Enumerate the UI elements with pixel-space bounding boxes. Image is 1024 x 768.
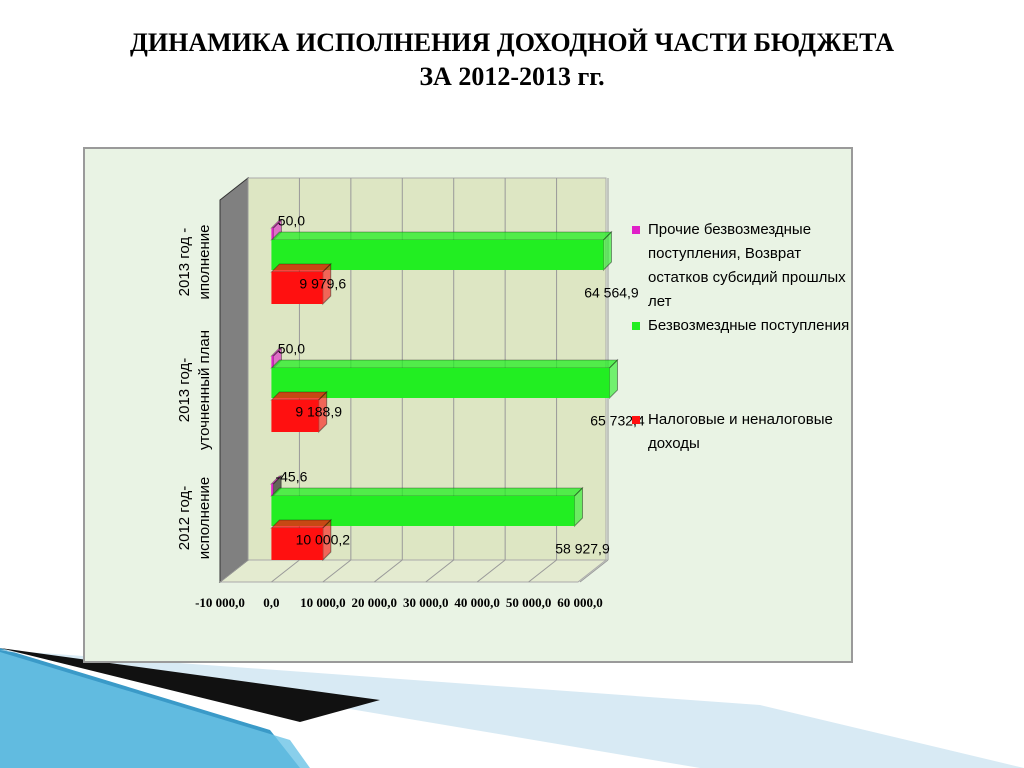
bar-front xyxy=(271,228,274,240)
data-label: 65 732,4 xyxy=(590,413,645,429)
x-tick-label: 20 000,0 xyxy=(351,595,398,610)
data-label: 50,0 xyxy=(278,213,305,229)
data-label: 64 564,9 xyxy=(584,285,639,301)
legend-label: Налоговые и неналоговые доходы xyxy=(648,411,833,452)
bar xyxy=(270,358,619,400)
bar-top xyxy=(270,359,619,369)
category-label: 2013 год-уточненный план xyxy=(176,329,213,451)
data-label: -45,6 xyxy=(275,469,307,485)
bar-side xyxy=(322,518,332,562)
decor xyxy=(0,652,310,768)
data-label: 58 927,9 xyxy=(555,541,610,557)
chart-title: ДИНАМИКА ИСПОЛНЕНИЯ ДОХОДНОЙ ЧАСТИ БЮДЖЕ… xyxy=(129,28,895,57)
x-tick-label: 60 000,0 xyxy=(557,595,603,610)
legend-swatch xyxy=(632,226,640,234)
bar xyxy=(270,518,333,562)
legend-label: Прочие безвозмездные поступления, Возвра… xyxy=(648,221,846,310)
floor-line xyxy=(528,559,557,583)
floor-line xyxy=(373,559,403,583)
legend-entry: Прочие безвозмездные поступления, Возвра… xyxy=(632,218,863,314)
legend-entry: Налоговые и неналоговые доходы xyxy=(632,408,863,456)
floor-line xyxy=(219,559,249,583)
floor-line xyxy=(425,559,455,583)
x-tick-label: 10 000,0 xyxy=(300,595,346,610)
legend-label: Безвозмездные поступления xyxy=(648,317,850,334)
decor xyxy=(0,648,380,722)
bar xyxy=(270,262,332,306)
floor-line xyxy=(476,559,506,583)
x-tick-label: -10 000,0 xyxy=(195,595,245,610)
bar xyxy=(270,218,283,242)
category-label: 2013 год - иполнение xyxy=(176,224,213,300)
floor-line xyxy=(322,559,352,583)
chart-subtitle: ЗА 2012-2013 гг. xyxy=(419,62,605,91)
bar-front xyxy=(271,528,323,560)
data-label: 9 188,9 xyxy=(295,404,342,420)
bar-front xyxy=(271,484,274,496)
data-label: 10 000,2 xyxy=(296,532,351,548)
legend-swatch xyxy=(632,322,640,330)
floor-line xyxy=(579,559,609,583)
bar-top xyxy=(270,391,328,401)
bar-top xyxy=(270,487,584,497)
category-label: 2012 год-исполнение xyxy=(176,476,213,560)
data-label: 50,0 xyxy=(278,341,305,357)
x-tick-label: 50 000,0 xyxy=(505,595,552,610)
bar-top xyxy=(270,519,333,529)
bar-front xyxy=(271,356,274,368)
bar-front xyxy=(271,272,323,304)
decor xyxy=(0,650,1024,768)
side-wall xyxy=(219,176,249,584)
x-tick-label: 30 000,0 xyxy=(402,595,449,610)
legend-swatch xyxy=(632,416,640,424)
data-label: 9 979,6 xyxy=(299,276,346,292)
x-tick-label: 40 000,0 xyxy=(454,595,500,610)
legend-entry: Безвозмездные поступления xyxy=(632,314,863,338)
floor-line xyxy=(271,559,300,583)
bar-front xyxy=(271,400,319,432)
bar-top xyxy=(270,231,613,241)
bar-top xyxy=(270,263,332,273)
bar-front xyxy=(271,368,610,398)
x-tick-label: 0,0 xyxy=(263,595,280,610)
bar xyxy=(270,390,328,434)
floor xyxy=(218,559,608,583)
